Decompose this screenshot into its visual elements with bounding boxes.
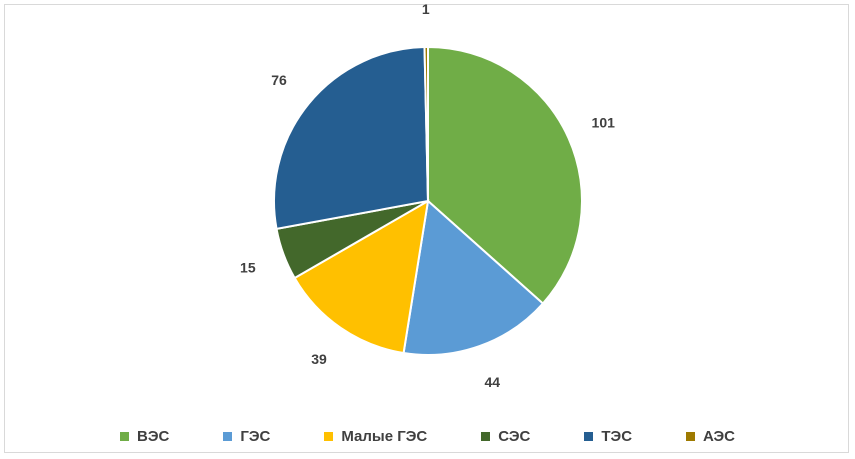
data-label-4: 76 (271, 72, 287, 88)
data-label-0: 101 (592, 115, 616, 131)
legend-swatch-1 (223, 432, 233, 441)
data-label-3: 15 (240, 259, 256, 275)
legend-item-2: Малые ГЭС (324, 428, 427, 445)
legend-label-2: Малые ГЭС (341, 428, 428, 445)
data-label-2: 39 (311, 351, 327, 367)
pie-slices (273, 45, 583, 356)
data-label-1: 44 (485, 374, 501, 390)
legend-swatch-0 (119, 432, 129, 441)
pie-slice-4 (273, 46, 430, 231)
pie-slice-1 (402, 199, 545, 356)
legend-label-4: ТЭС (601, 428, 633, 445)
legend-item-0: ВЭС (119, 428, 170, 445)
legend-label-5: АЭС (703, 428, 736, 445)
pie-data-labels: 101 44 39 15 76 1 (240, 1, 615, 390)
legend-item-3: СЭС (481, 428, 530, 445)
legend-item-4: ТЭС (584, 428, 632, 445)
legend-swatch-2 (324, 432, 334, 441)
legend-item-1: ГЭС (223, 428, 270, 445)
pie-slice-5 (423, 45, 429, 202)
data-label-5: 1 (422, 1, 430, 17)
legend-label-0: ВЭС (136, 428, 170, 445)
pie-slice-2 (293, 199, 430, 355)
legend-swatch-4 (584, 432, 594, 441)
legend-swatch-5 (686, 432, 696, 441)
legend-swatch-3 (481, 432, 491, 441)
pie-slice-0 (427, 45, 583, 305)
legend-label-3: СЭС (498, 428, 531, 445)
legend-label-1: ГЭС (240, 428, 271, 445)
legend-item-5: АЭС (686, 428, 735, 445)
legend: ВЭС ГЭС Малые ГЭС СЭС ТЭС АЭС (0, 428, 855, 445)
